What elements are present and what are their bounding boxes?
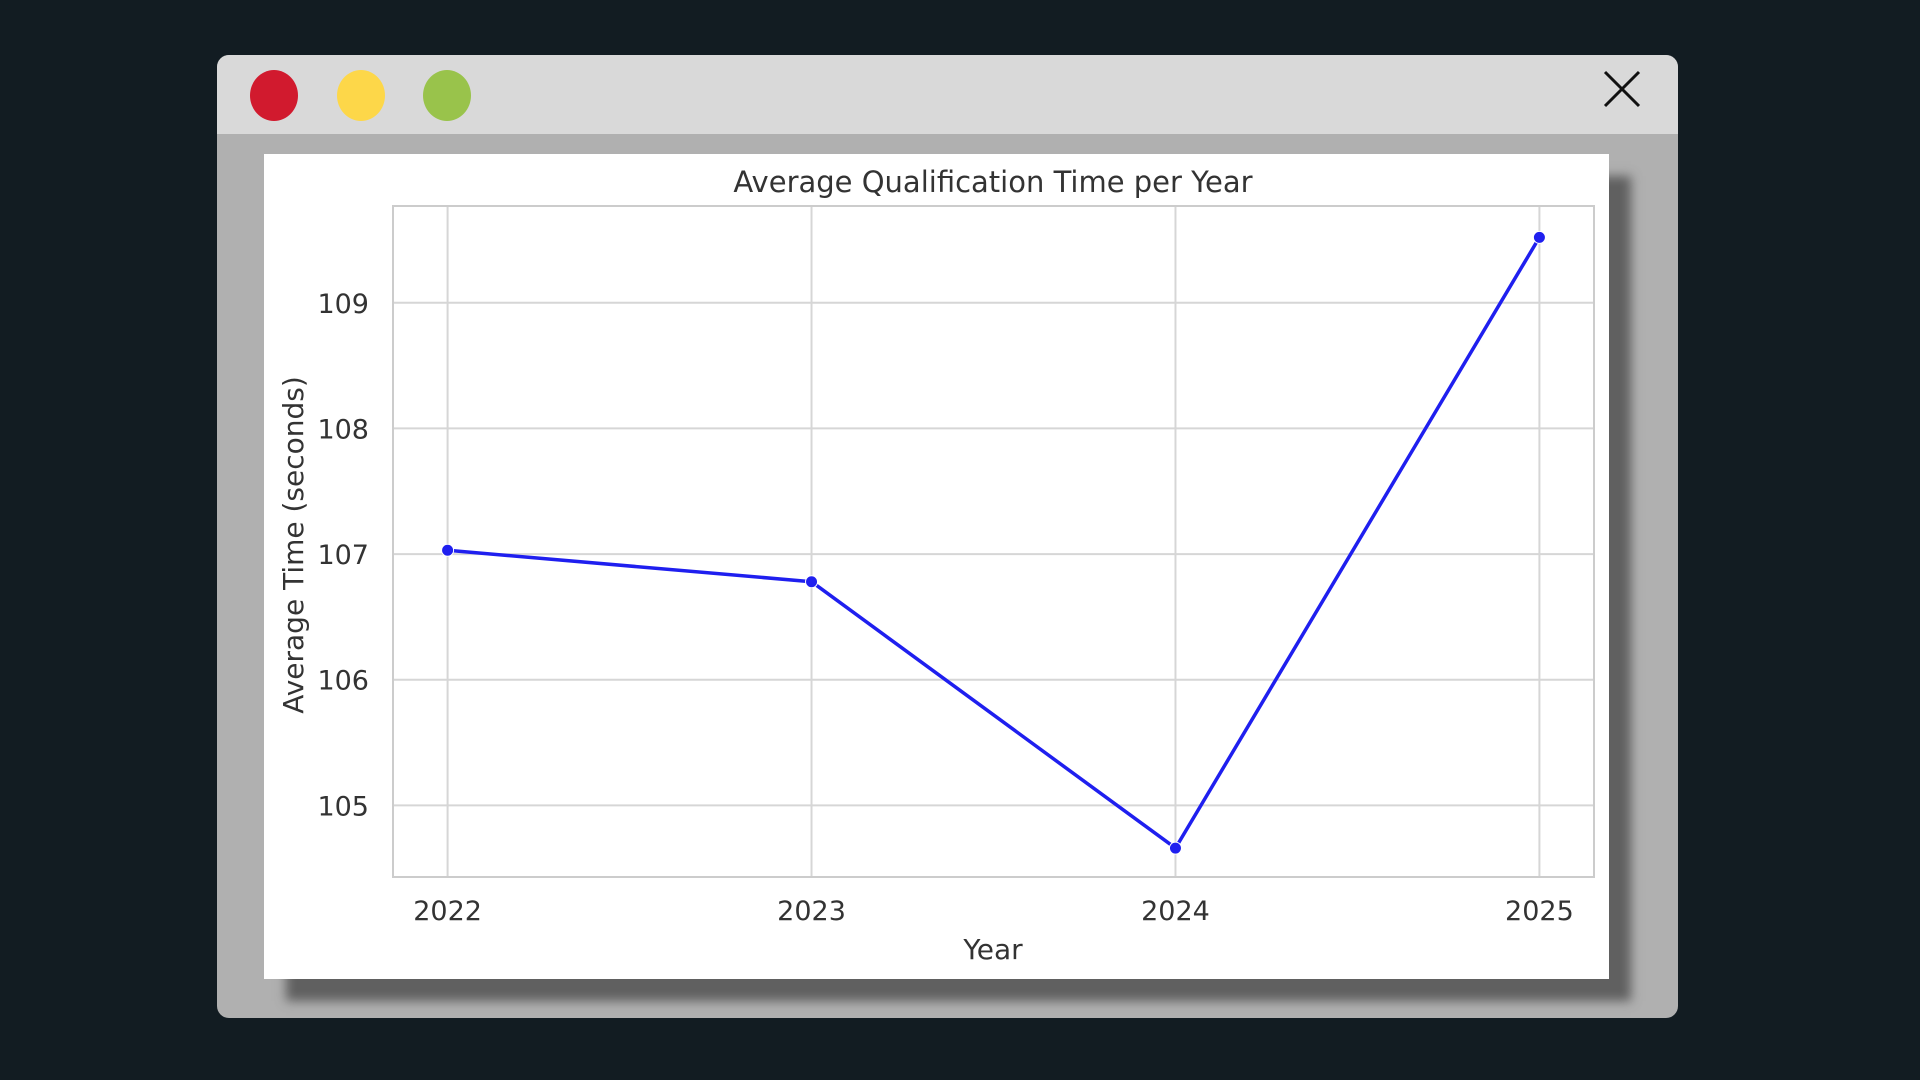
- window-close-dot[interactable]: [250, 70, 298, 121]
- x-tick-label: 2022: [413, 896, 482, 927]
- grid-layer: [393, 206, 1594, 877]
- y-tick-label: 109: [317, 289, 369, 320]
- x-axis-label: Year: [962, 933, 1023, 966]
- window-titlebar: [217, 55, 1678, 134]
- x-tick-label: 2023: [777, 896, 846, 927]
- window-minimize-dot[interactable]: [337, 70, 385, 121]
- tick-label-layer: 2022 2023 2024 2025 105 106 107 108 109: [317, 289, 1573, 927]
- x-tick-label: 2024: [1141, 896, 1210, 927]
- y-tick-label: 107: [317, 540, 369, 571]
- window-maximize-dot[interactable]: [423, 70, 471, 121]
- series-line: [447, 236, 1541, 850]
- line-chart: 2022 2023 2024 2025 105 106 107 108 109 Average …: [277, 165, 1595, 966]
- y-tick-label: 108: [317, 414, 369, 445]
- series-layer: [441, 230, 1546, 855]
- data-point: [1168, 841, 1182, 855]
- data-point: [805, 575, 819, 589]
- y-axis-label: Average Time (seconds): [277, 376, 310, 714]
- plot-area-frame: [392, 205, 1595, 878]
- chart-title: Average Qualification Time per Year: [733, 165, 1252, 199]
- close-icon[interactable]: [1602, 69, 1642, 109]
- x-tick-label: 2025: [1505, 896, 1574, 927]
- data-point: [441, 543, 455, 557]
- y-tick-label: 105: [317, 791, 369, 822]
- y-tick-label: 106: [317, 666, 369, 697]
- data-point: [1532, 230, 1546, 244]
- chart-card: 2022 2023 2024 2025 105 106 107 108 109 Average …: [264, 154, 1609, 979]
